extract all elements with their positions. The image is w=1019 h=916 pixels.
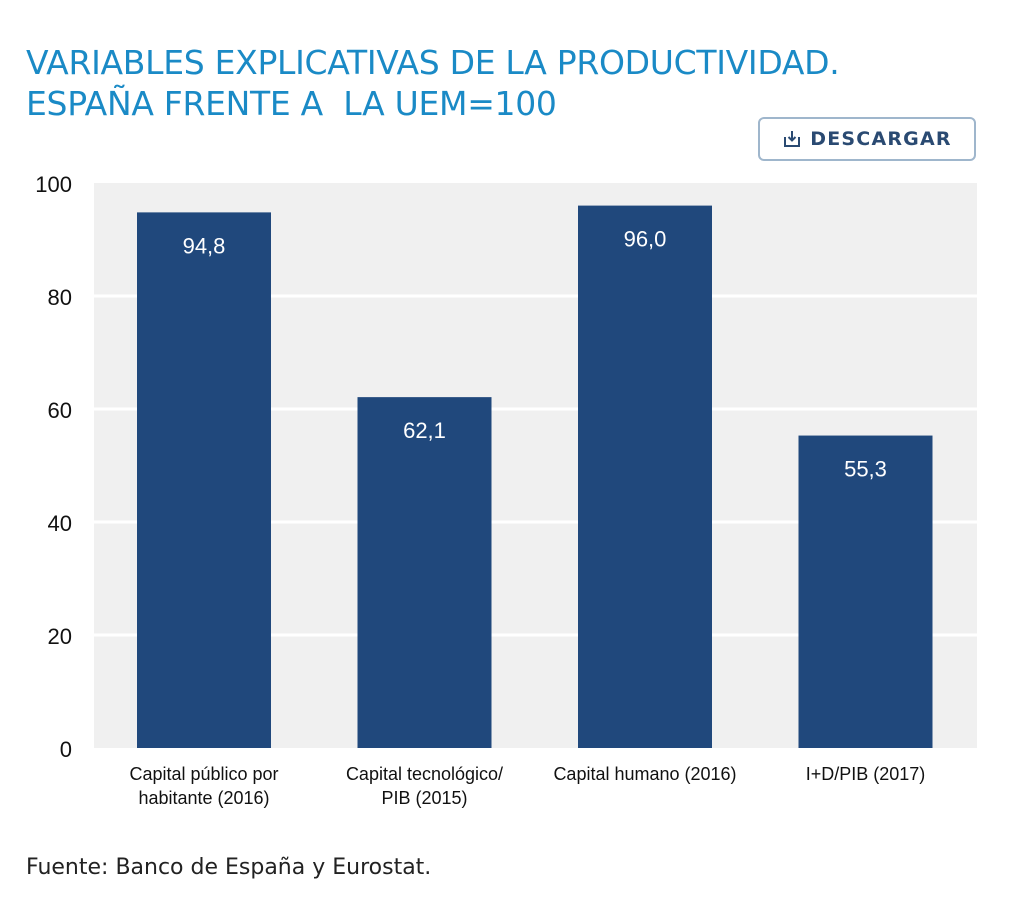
data-label: 55,3 (844, 457, 887, 482)
bar (137, 212, 271, 748)
data-label: 62,1 (403, 418, 446, 443)
y-tick-label: 100 (35, 172, 72, 197)
y-axis-ticks: 0 20 40 60 80 100 (35, 172, 72, 762)
download-icon (784, 131, 801, 147)
x-tick-label-line: Capital público por (129, 764, 278, 784)
x-tick-label-line: Capital tecnológico/ (346, 764, 503, 784)
x-tick-label: I+D/PIB (2017) (806, 764, 926, 784)
x-tick-label-line: I+D/PIB (2017) (806, 764, 926, 784)
y-tick-label: 0 (60, 737, 72, 762)
data-labels: 94,8 62,1 96,0 55,3 (183, 227, 887, 482)
x-axis-labels: Capital público por habitante (2016)Capit… (129, 764, 925, 808)
x-tick-label: Capital tecnológico/PIB (2015) (346, 764, 503, 808)
x-tick-label: Capital público por habitante (2016) (129, 764, 278, 808)
y-tick-label: 60 (48, 398, 72, 423)
chart-title-line-2: ESPAÑA FRENTE A LA UEM=100 (26, 84, 557, 123)
x-tick-label: Capital humano (2016) (553, 764, 736, 784)
chart-title-line-1: VARIABLES EXPLICATIVAS DE LA PRODUCTIVID… (26, 43, 840, 82)
y-tick-label: 80 (48, 285, 72, 310)
download-button[interactable]: DESCARGAR (758, 117, 976, 161)
x-tick-label-line: PIB (2015) (381, 788, 467, 808)
download-label: DESCARGAR (810, 128, 952, 150)
y-tick-label: 40 (48, 511, 72, 536)
x-tick-label-line: habitante (2016) (138, 788, 269, 808)
data-label: 94,8 (183, 233, 226, 258)
x-tick-label-line: Capital humano (2016) (553, 764, 736, 784)
bar (798, 435, 933, 748)
bar (357, 397, 492, 748)
bar (578, 205, 712, 749)
bars (137, 205, 933, 749)
source-note: Fuente: Banco de España y Eurostat. (26, 855, 432, 880)
data-label: 96,0 (624, 227, 667, 252)
chart-title: VARIABLES EXPLICATIVAS DE LA PRODUCTIVID… (26, 42, 926, 124)
y-tick-label: 20 (48, 624, 72, 649)
